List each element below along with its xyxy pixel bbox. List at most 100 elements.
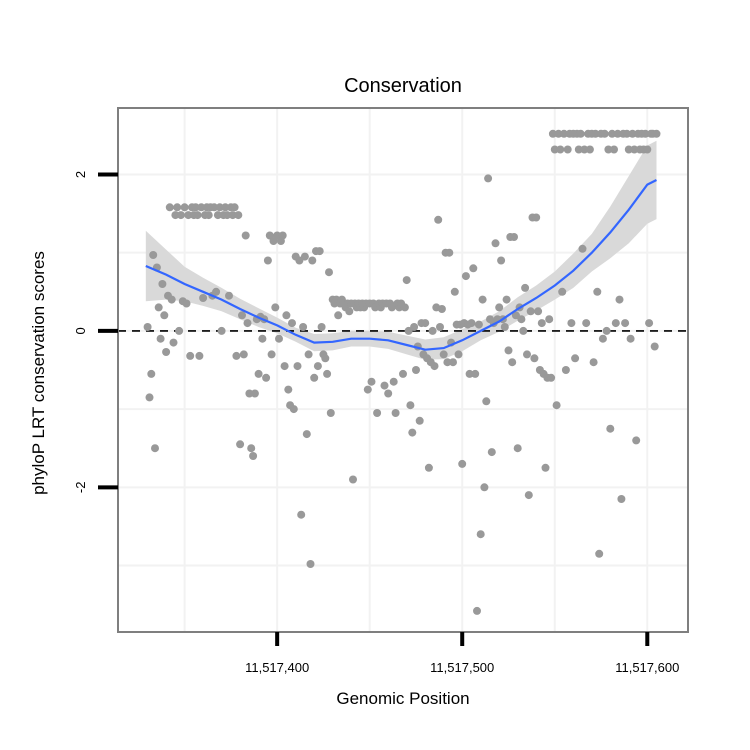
data-point xyxy=(258,334,267,343)
data-point xyxy=(325,268,333,277)
data-point xyxy=(461,272,470,281)
data-point xyxy=(313,362,322,371)
data-point xyxy=(349,475,357,484)
data-point xyxy=(582,319,591,328)
data-point xyxy=(465,369,474,378)
data-point xyxy=(212,287,221,296)
data-point xyxy=(228,211,237,220)
data-point xyxy=(554,129,563,138)
data-point xyxy=(541,463,550,472)
data-point xyxy=(247,444,256,453)
data-point xyxy=(495,303,504,312)
data-point xyxy=(415,416,424,425)
data-point xyxy=(491,239,500,248)
data-point xyxy=(225,291,233,300)
data-point xyxy=(552,401,561,410)
data-point xyxy=(195,351,204,360)
data-point xyxy=(617,495,626,503)
data-point xyxy=(580,145,589,154)
data-point xyxy=(561,366,570,374)
data-point xyxy=(484,174,493,183)
data-point xyxy=(524,491,533,500)
data-point xyxy=(476,530,485,539)
data-point xyxy=(345,307,354,316)
data-point xyxy=(532,213,541,222)
data-point xyxy=(315,247,324,256)
confidence-ribbon xyxy=(145,140,657,360)
data-point xyxy=(547,373,556,382)
data-point xyxy=(576,129,585,138)
data-point xyxy=(186,351,195,360)
data-point xyxy=(151,444,159,453)
data-point xyxy=(474,320,483,329)
data-point xyxy=(421,319,430,328)
data-points xyxy=(143,129,661,615)
data-point xyxy=(154,303,163,312)
data-point xyxy=(373,409,382,417)
data-point xyxy=(363,385,372,394)
data-point xyxy=(284,385,293,394)
data-point xyxy=(169,338,178,347)
data-point xyxy=(176,211,185,220)
data-point xyxy=(182,299,191,308)
data-point xyxy=(497,256,506,265)
y-axis-ticks: -2 0 2 xyxy=(73,171,118,493)
x-tick-label: 11,517,600 xyxy=(615,660,679,675)
data-point xyxy=(380,381,389,390)
data-point xyxy=(589,358,598,367)
data-point xyxy=(197,203,206,212)
data-point xyxy=(550,145,559,154)
data-point xyxy=(430,362,439,371)
data-point xyxy=(548,129,557,138)
data-point xyxy=(165,203,174,212)
data-point xyxy=(469,264,478,273)
data-point xyxy=(502,295,511,304)
data-point xyxy=(249,452,258,460)
data-point xyxy=(158,280,167,288)
data-point xyxy=(600,129,609,138)
data-point xyxy=(556,145,565,154)
data-point xyxy=(602,326,611,335)
data-point xyxy=(454,350,463,359)
data-point xyxy=(467,319,476,328)
data-point xyxy=(304,350,313,359)
data-point xyxy=(297,510,306,519)
data-point xyxy=(326,409,335,417)
data-point xyxy=(238,311,246,320)
data-point xyxy=(406,401,415,410)
data-point xyxy=(567,319,576,328)
data-point xyxy=(149,251,158,259)
data-point xyxy=(288,319,296,328)
data-point xyxy=(622,129,631,138)
data-point xyxy=(213,211,222,220)
data-point xyxy=(628,129,637,138)
data-point xyxy=(300,252,309,261)
data-point xyxy=(458,459,467,468)
data-point xyxy=(204,211,213,220)
data-point xyxy=(624,145,633,154)
data-point xyxy=(593,287,602,296)
chart-title: Conservation xyxy=(344,75,462,97)
smooth-line-layer xyxy=(145,179,657,351)
data-point xyxy=(210,203,219,212)
data-point xyxy=(278,231,287,240)
data-point xyxy=(408,428,417,437)
data-point xyxy=(293,362,302,371)
data-point xyxy=(595,549,604,558)
data-point xyxy=(437,305,446,313)
data-point xyxy=(445,248,454,257)
data-point xyxy=(545,315,554,324)
confidence-ribbon-layer xyxy=(145,140,657,360)
y-tick-label: -2 xyxy=(73,482,88,494)
panel-border xyxy=(117,107,689,633)
data-point xyxy=(289,405,298,414)
data-point xyxy=(230,203,239,212)
data-point xyxy=(508,358,517,367)
data-point xyxy=(450,287,459,296)
data-point xyxy=(302,430,311,439)
data-point xyxy=(591,129,600,138)
data-point xyxy=(480,483,489,492)
data-point xyxy=(243,319,252,328)
x-tick-label: 11,517,500 xyxy=(430,660,494,675)
data-point xyxy=(199,294,208,302)
